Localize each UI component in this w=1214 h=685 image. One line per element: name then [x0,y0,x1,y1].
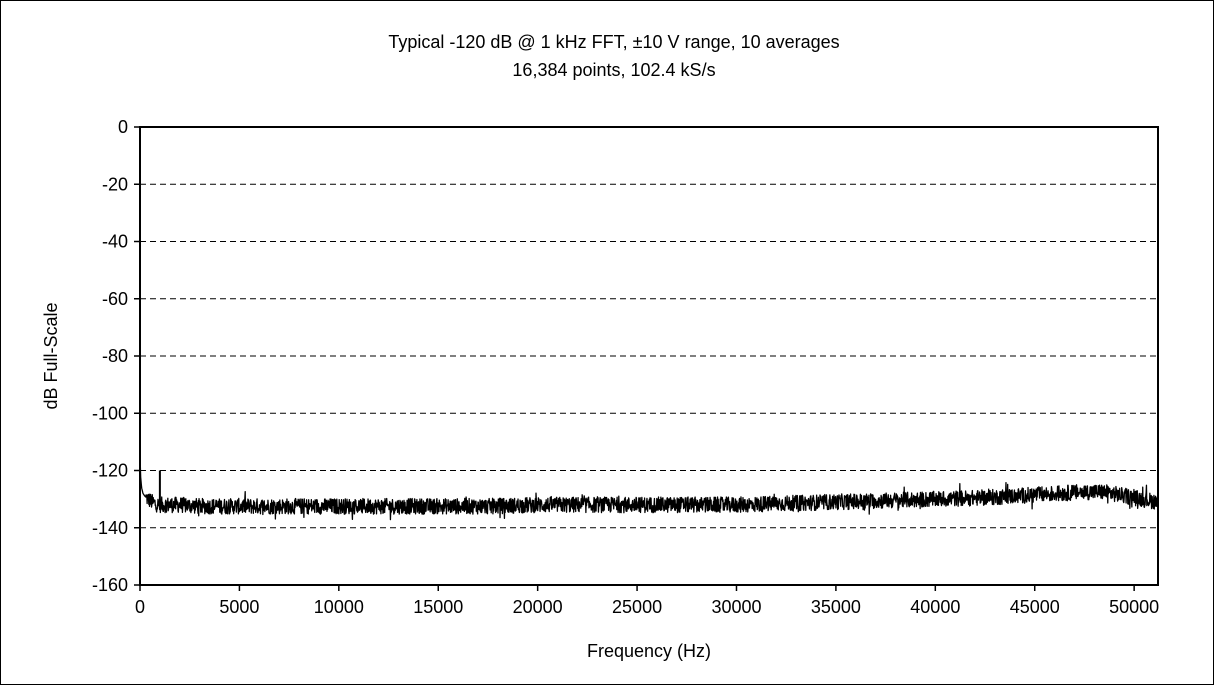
y-tick-label: -20 [102,174,128,194]
x-tick-label: 35000 [811,597,861,617]
x-tick-label: 5000 [219,597,259,617]
y-tick-label: -80 [102,346,128,366]
chart-title: Typical -120 dB @ 1 kHz FFT, ±10 V range… [388,32,839,52]
y-axis-label: dB Full-Scale [41,302,61,409]
y-tick-label: -100 [92,403,128,423]
series-line [139,453,1159,521]
x-tick-label: 15000 [413,597,463,617]
x-tick-label: 30000 [711,597,761,617]
x-tick-label: 25000 [612,597,662,617]
x-tick-label: 45000 [1010,597,1060,617]
y-tick-label: 0 [118,117,128,137]
x-tick-label: 20000 [513,597,563,617]
ticks: 0 -20 -40 -60 -80 -100 -120 -140 -160 0 5000 10000 1… [92,117,1159,617]
x-tick-label: 50000 [1109,597,1159,617]
x-tick-label: 10000 [314,597,364,617]
y-tick-label: -140 [92,518,128,538]
chart-subtitle: 16,384 points, 102.4 kS/s [512,60,715,80]
y-tick-label: -120 [92,461,128,481]
series-layer [139,453,1159,521]
x-axis-label: Frequency (Hz) [587,641,711,661]
y-tick-label: -160 [92,575,128,595]
x-tick-label: 40000 [910,597,960,617]
y-tick-label: -60 [102,289,128,309]
x-tick-label: 0 [135,597,145,617]
y-tick-label: -40 [102,232,128,252]
